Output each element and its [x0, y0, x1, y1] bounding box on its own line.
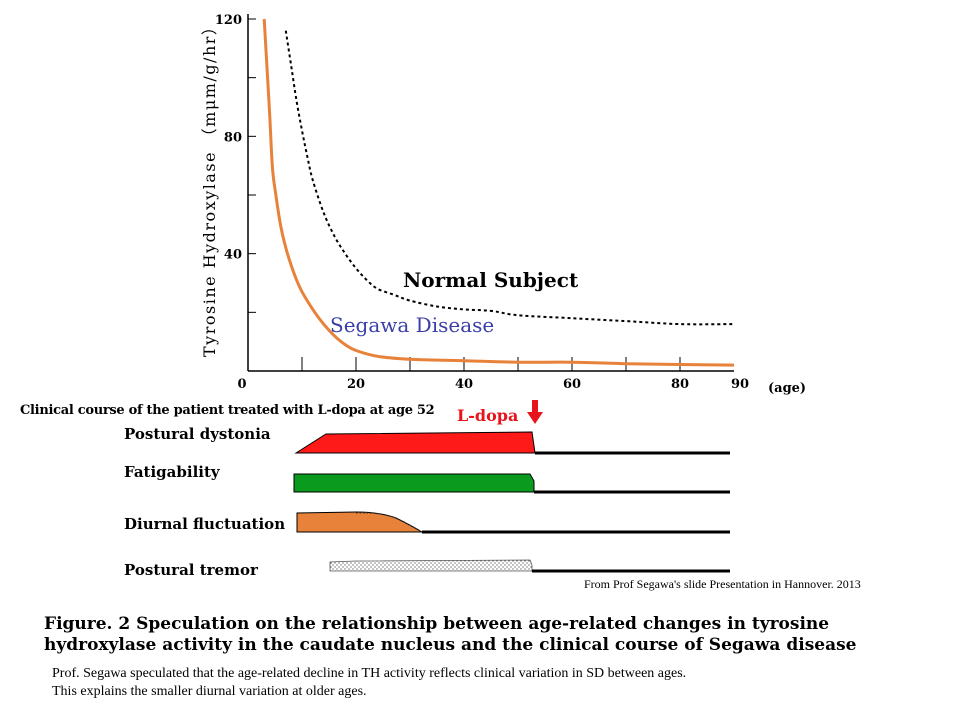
row-label-fatigability: Fatigability — [124, 463, 220, 481]
y-tick-label: 40 — [224, 248, 242, 263]
x-tick-label: 40 — [455, 377, 473, 392]
x-tick-label: 0 — [237, 377, 246, 392]
axis-tick-labels: 0 20 40 60 80 90 40 80 120 — [215, 13, 749, 392]
caption-line-2: This explains the smaller diurnal variat… — [52, 684, 367, 699]
row-label-postural-dystonia: Postural dystonia — [124, 425, 271, 443]
figure-caption: Prof. Segawa speculated that the age-rel… — [52, 665, 686, 701]
series-label-normal-subject: Normal Subject — [403, 268, 579, 292]
series-line-segawa-disease — [262, 18, 735, 367]
bar-postural-tremor — [329, 559, 533, 572]
bar-diurnal-fluctuation — [296, 511, 424, 533]
ldopa-arrow-icon — [527, 400, 543, 424]
y-tick-label: 80 — [224, 130, 242, 145]
bar-postural-dystonia — [294, 431, 536, 454]
y-axis-label: Tyrosine Hydroxylase （mμm/g/hr） — [200, 18, 219, 357]
caption-line-1: Prof. Segawa speculated that the age-rel… — [52, 666, 687, 681]
x-tick-label: 20 — [347, 377, 365, 392]
clinical-course-bars — [293, 431, 730, 573]
y-tick-label: 120 — [215, 13, 242, 28]
x-tick-label: 80 — [671, 377, 689, 392]
row-label-postural-tremor: Postural tremor — [124, 561, 258, 579]
source-note: From Prof Segawa's slide Presentation in… — [584, 577, 861, 591]
ldopa-label: L-dopa — [457, 406, 519, 425]
x-axis-label: (age) — [768, 381, 806, 396]
series-line-normal-subject — [284, 30, 735, 326]
x-tick-label: 60 — [563, 377, 581, 392]
row-label-diurnal-fluctuation: Diurnal fluctuation — [124, 515, 286, 533]
bar-fatigability — [293, 473, 535, 493]
series-label-segawa-disease: Segawa Disease — [330, 313, 494, 337]
x-tick-label: 90 — [731, 377, 749, 392]
figure-title: Figure. 2 Speculation on the relationshi… — [44, 614, 857, 655]
clinical-course-heading: Clinical course of the patient treated w… — [20, 403, 435, 418]
